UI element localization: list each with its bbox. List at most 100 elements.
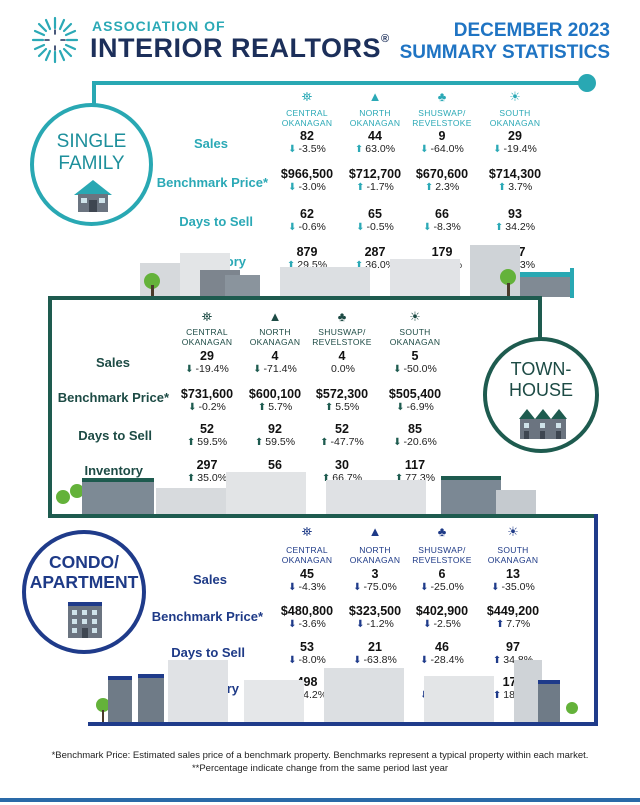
co-days-cell: 21 ⬇ -63.8% (338, 640, 412, 667)
th-benchmark-value: $505,400 (388, 387, 442, 401)
logo-text-main: INTERIOR REALTORS® (90, 33, 390, 63)
th-frame-left (48, 296, 52, 518)
down-arrow-icon: ⬇ (420, 655, 429, 666)
report-title: SUMMARY STATISTICS (399, 42, 610, 63)
sf-benchmark-value: $966,500 (280, 167, 334, 181)
townhouse-icon (519, 409, 567, 439)
up-arrow-icon: ⬆ (186, 473, 196, 484)
townhouse-badge: TOWN- HOUSE (483, 337, 599, 453)
co-benchmark-value: $480,800 (280, 604, 334, 618)
th-days-change: ⬆ -47.7% (320, 436, 364, 448)
th-skyline-illustration (56, 466, 536, 514)
sf-inventory-value: 287 (364, 245, 386, 259)
co-frame-right (594, 514, 598, 726)
down-arrow-icon: ⬇ (288, 144, 297, 155)
sf-column-header: CENTRAL OKANAGAN (281, 108, 333, 128)
sf-column-header: SHUSWAP/REVELSTOKE (412, 108, 472, 128)
sf-days-cell: 66 ⬇ -8.3% (405, 207, 479, 234)
co-days-value: 46 (435, 640, 449, 654)
co-sales-value: 6 (438, 567, 446, 581)
th-days-cell: 52 ⬆ -47.7% (305, 422, 379, 449)
sf-label-sales: Sales (194, 136, 228, 151)
th-benchmark-change: ⬆ 5.5% (324, 401, 360, 413)
condo-badge: CONDO/ APARTMENT (22, 530, 146, 654)
co-sales-change: ⬇ -25.0% (420, 581, 464, 593)
footnote-benchmark: *Benchmark Price: Estimated sales price … (51, 750, 589, 761)
down-arrow-icon: ⬇ (353, 655, 362, 666)
sf-sales-change: ⬇ -64.0% (420, 143, 464, 155)
th-inventory-change: ⬆ 35.0% (186, 472, 228, 484)
sf-frame-connector (92, 81, 96, 121)
co-days-cell: 53 ⬇ -8.0% (270, 640, 344, 667)
down-arrow-icon: ⬇ (423, 619, 432, 630)
up-arrow-icon: ⬆ (356, 182, 365, 193)
down-arrow-icon: ⬇ (393, 364, 402, 375)
co-label-benchmark: Benchmark Price* (151, 609, 263, 624)
th-days-value: 52 (335, 422, 349, 436)
logo-burst-icon (31, 16, 79, 64)
th-label-sales: Sales (96, 355, 130, 370)
down-arrow-icon: ⬇ (253, 364, 262, 375)
sf-days-change: ⬆ 34.2% (494, 221, 536, 233)
th-sales-change: ⬇ -71.4% (253, 363, 297, 375)
sf-skyline-illustration (140, 245, 580, 297)
sf-days-cell: 65 ⬇ -0.5% (338, 207, 412, 234)
up-arrow-icon: ⬆ (354, 144, 364, 155)
sf-benchmark-cell: $670,600 ⬆ 2.3% (405, 167, 479, 194)
sf-benchmark-change: ⬆ 2.3% (424, 181, 460, 193)
th-inventory-cell: 117 ⬆ 77.3% (378, 458, 452, 485)
th-benchmark-cell: $505,400 ⬇ -6.9% (378, 387, 452, 414)
sf-sales-change: ⬇ -19.4% (493, 143, 537, 155)
up-arrow-icon: ⬆ (254, 437, 264, 448)
down-arrow-icon: ⬇ (288, 619, 297, 630)
sf-benchmark-change: ⬇ -3.0% (288, 181, 326, 193)
th-inventory-cell: 297 ⬆ 35.0% (170, 458, 244, 485)
th-benchmark-cell: $731,600 ⬇ -0.2% (170, 387, 244, 414)
sf-days-value: 65 (368, 207, 382, 221)
down-arrow-icon: ⬇ (353, 582, 362, 593)
th-frame-bottom (48, 514, 594, 518)
co-benchmark-change: ⬇ -1.2% (356, 618, 394, 630)
co-benchmark-change: ⬇ -3.6% (288, 618, 326, 630)
th-benchmark-change: ⬇ -6.9% (396, 401, 434, 413)
th-label-benchmark: Benchmark Price* (57, 390, 169, 405)
sf-days-change: ⬇ -0.6% (288, 221, 326, 233)
down-arrow-icon: ⬇ (185, 364, 194, 375)
pine-trees-icon: ♣ (437, 524, 447, 539)
down-arrow-icon: ⬇ (396, 402, 405, 413)
th-benchmark-cell: $600,100 ⬆ 5.7% (238, 387, 312, 414)
th-sales-value: 29 (200, 349, 214, 363)
th-benchmark-change: ⬆ 5.7% (257, 401, 293, 413)
co-benchmark-value: $323,500 (348, 604, 402, 618)
up-arrow-icon: ⬆ (394, 473, 404, 484)
th-days-change: ⬆ 59.5% (254, 436, 296, 448)
th-label-inventory: Inventory (84, 463, 143, 478)
co-column-header: NORTH OKANAGAN (349, 545, 401, 565)
co-days-value: 21 (368, 640, 382, 654)
th-inventory-value: 117 (404, 458, 426, 472)
sf-inventory-value: 179 (431, 245, 453, 259)
down-arrow-icon: ⬇ (423, 222, 432, 233)
co-days-cell: 46 ⬇ -28.4% (405, 640, 479, 667)
up-arrow-icon: ⬆ (492, 690, 502, 701)
single-family-badge: SINGLE FAMILY (30, 103, 153, 226)
sf-sales-value: 82 (300, 129, 314, 143)
up-arrow-icon: ⬆ (324, 402, 334, 413)
co-sales-value: 45 (300, 567, 314, 581)
lighthouse-icon: ⛯ (301, 89, 313, 104)
sf-benchmark-cell: $712,700 ⬆ -1.7% (338, 167, 412, 194)
sf-benchmark-value: $670,600 (415, 167, 469, 181)
up-arrow-icon: ⬆ (492, 655, 502, 666)
mountains-icon: ▲ (268, 309, 282, 324)
up-arrow-icon: ⬆ (424, 182, 434, 193)
th-column-header: SOUTH OKANAGAN (389, 327, 441, 347)
sf-frame-right (570, 268, 574, 298)
house-icon (74, 180, 112, 212)
down-arrow-icon: ⬇ (356, 222, 365, 233)
co-sales-value: 13 (506, 567, 520, 581)
co-sales-cell: 13 ⬇ -35.0% (476, 567, 550, 594)
th-sales-cell: 4 ⬇ -71.4% (238, 349, 312, 376)
th-benchmark-value: $572,300 (315, 387, 369, 401)
up-arrow-icon: ⬆ (321, 473, 331, 484)
th-benchmark-value: $600,100 (248, 387, 302, 401)
